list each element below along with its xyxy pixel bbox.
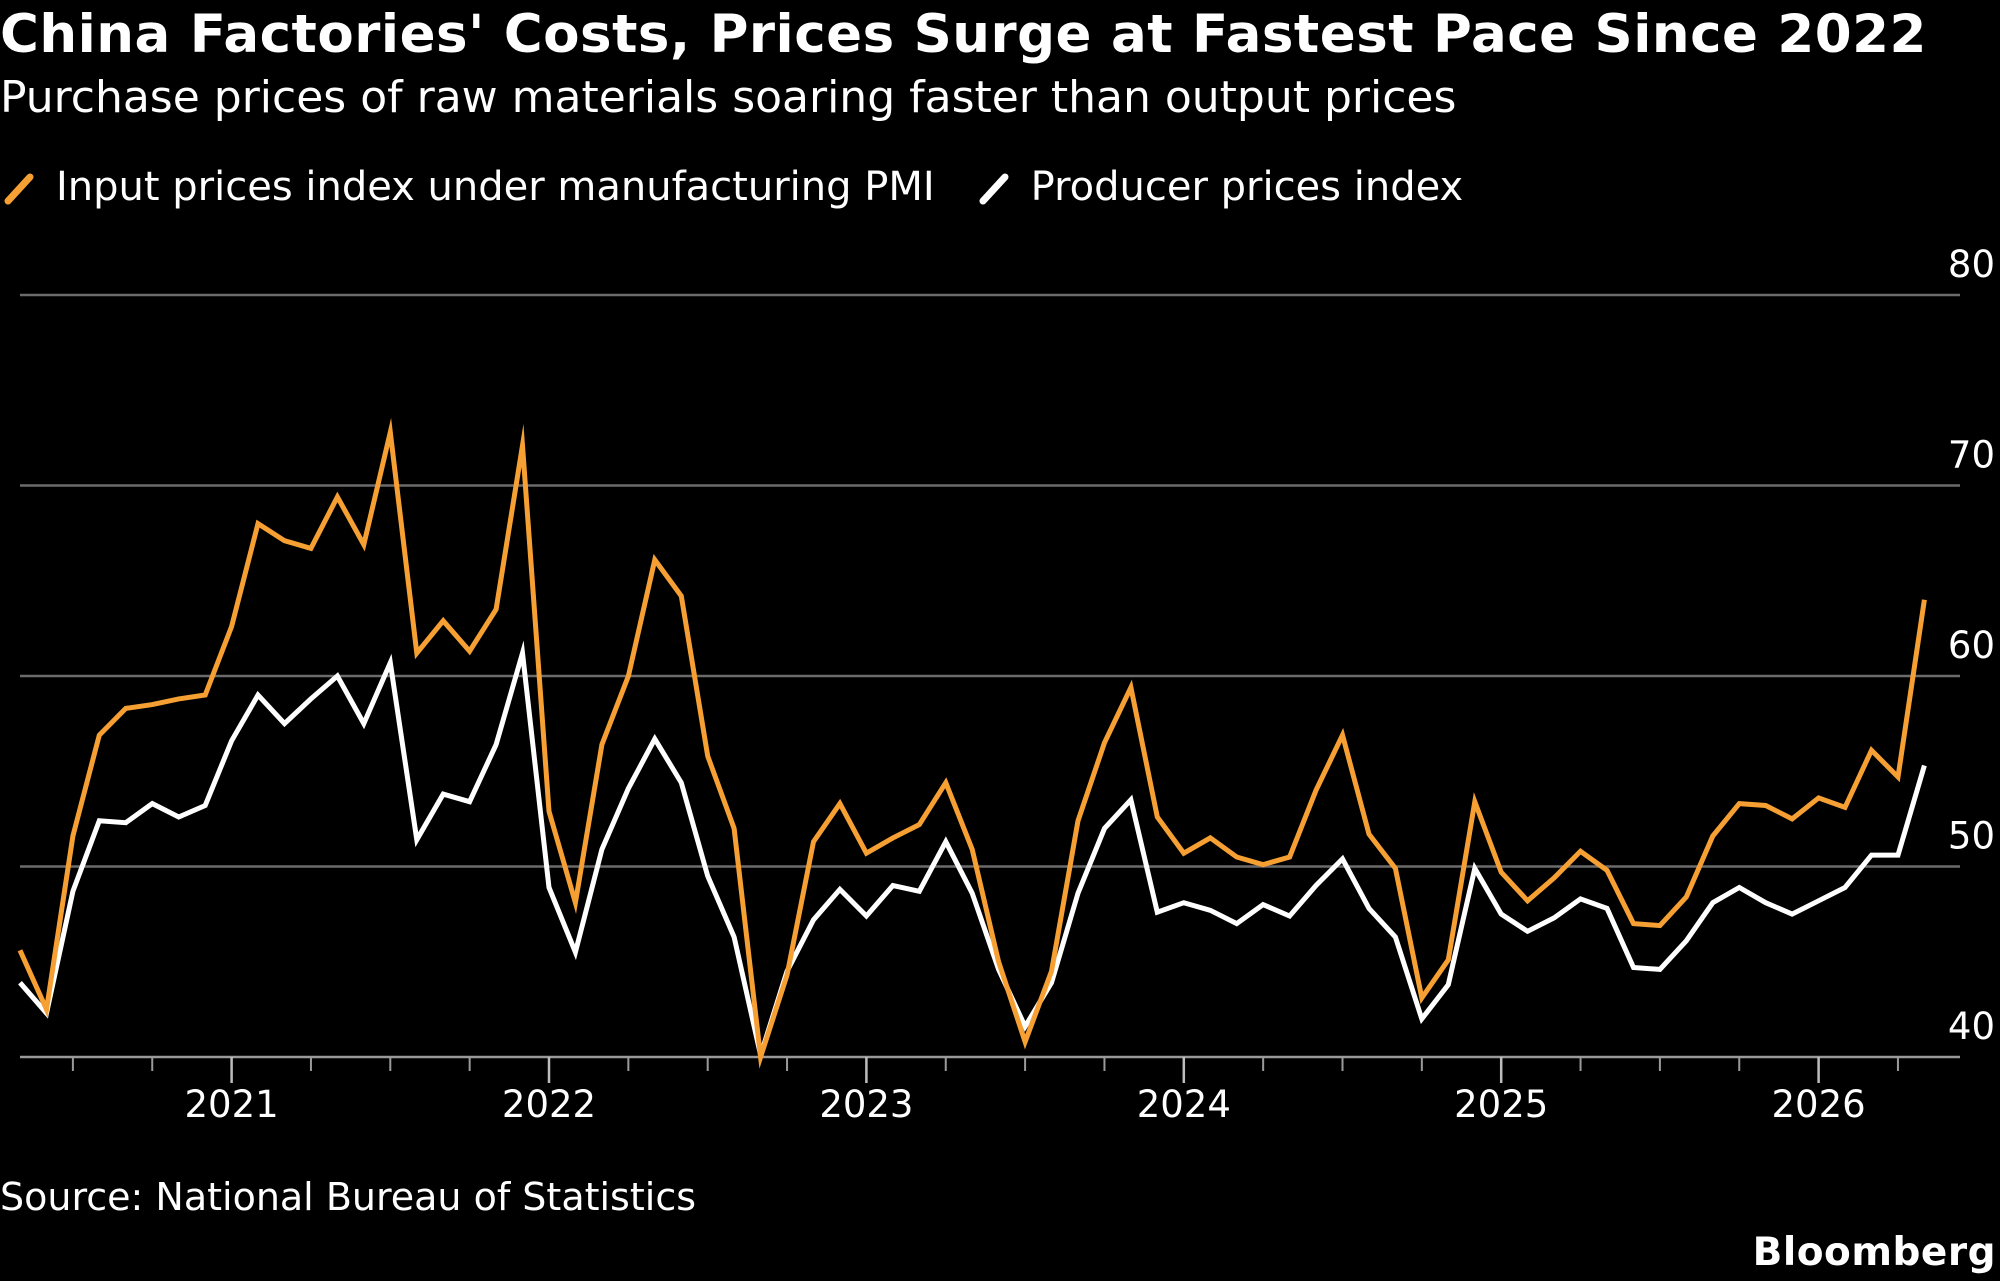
brand-logo: Bloomberg <box>1752 1230 1996 1275</box>
y-tick-label: 80 <box>1948 243 1995 286</box>
source-note: Source: National Bureau of Statistics <box>0 1175 697 1219</box>
legend-swatch-input-icon <box>4 173 34 205</box>
legend-item-ppi: Producer prices index <box>975 164 1464 210</box>
y-tick-label: 70 <box>1948 434 1995 477</box>
x-tick-label: 2025 <box>1454 1083 1548 1126</box>
x-tick-label: 2022 <box>502 1083 596 1126</box>
x-axis <box>71 1057 1899 1083</box>
chart-subtitle: Purchase prices of raw materials soaring… <box>0 72 1457 123</box>
gridlines <box>20 293 1960 1059</box>
series-line-producer-prices <box>18 640 1927 1065</box>
chart-title: China Factories' Costs, Prices Surge at … <box>0 4 1927 65</box>
y-tick-label: 50 <box>1948 815 1995 858</box>
y-tick-label: 60 <box>1948 624 1995 667</box>
series-line-input-prices <box>17 417 1927 1069</box>
legend-label-ppi: Producer prices index <box>1030 164 1464 210</box>
legend: Input prices index under manufacturing P… <box>0 162 1503 212</box>
y-tick-label: 40 <box>1948 1005 1995 1048</box>
tick-labels: 40 50 60 70 80 2021 2022 2023 2024 2025 2026 <box>185 243 1995 1126</box>
legend-label-input: Input prices index under manufacturing P… <box>56 164 935 210</box>
x-tick-label: 2024 <box>1137 1083 1231 1126</box>
x-tick-label: 2023 <box>819 1083 913 1126</box>
legend-swatch-ppi-icon <box>979 173 1009 205</box>
legend-item-input: Input prices index under manufacturing P… <box>0 164 935 210</box>
x-tick-label: 2021 <box>185 1083 279 1126</box>
series-lines <box>17 417 1927 1069</box>
x-tick-label: 2026 <box>1772 1083 1866 1126</box>
